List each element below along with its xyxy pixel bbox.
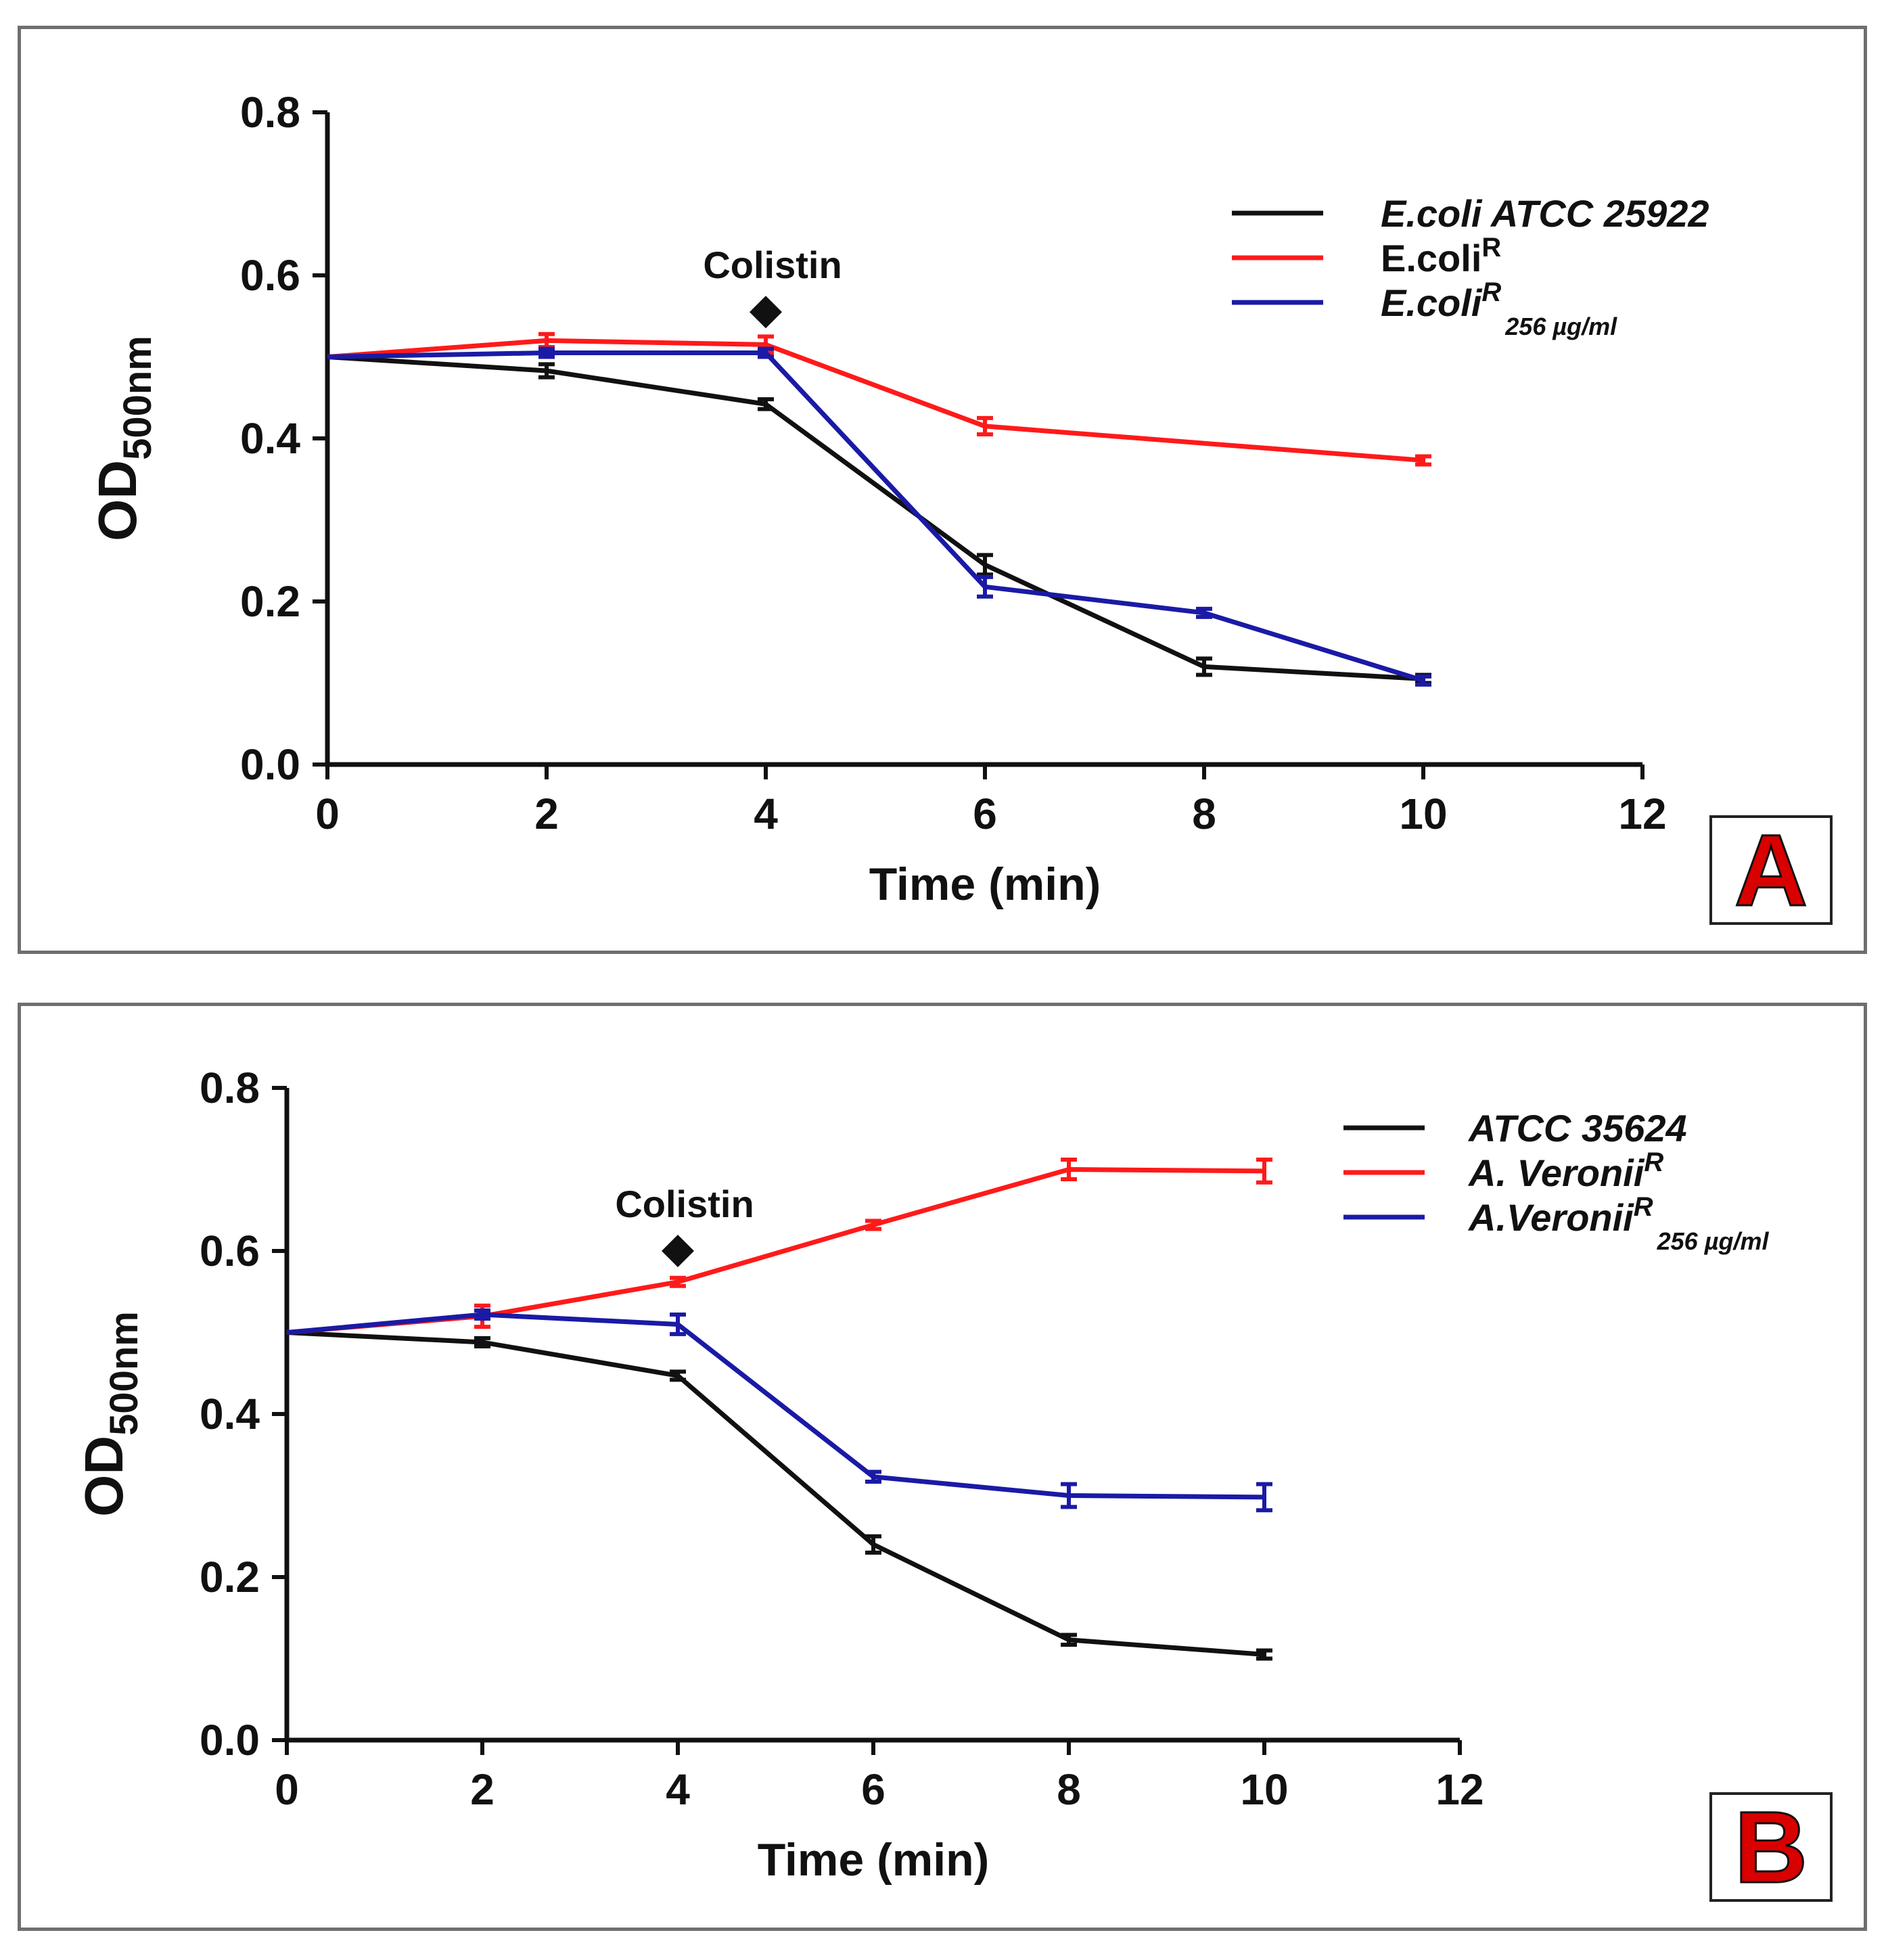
y-axis-title-a: OD500nm (87, 336, 160, 541)
chart-panel-a: 0 2 4 6 8 10 12 0.0 0.2 0.4 0.6 0.8 Time (min) OD500n… (18, 26, 1867, 954)
y-axis-title-b: OD500nm (74, 1311, 146, 1517)
colistin-marker-b (662, 1235, 694, 1267)
x-tick-label-a: 8 (1192, 790, 1216, 838)
series-line-a-black (327, 355, 1424, 681)
y-tick-label-a: 0.6 (240, 251, 300, 300)
x-tick-label-a: 12 (1618, 790, 1666, 838)
panel-label-b: B (1733, 1790, 1808, 1904)
chart-panel-b: 0 2 4 6 8 10 12 0.0 0.2 0.4 0.6 0.8 Time (min) OD500n… (18, 1003, 1867, 1931)
chart-b-svg: 0 2 4 6 8 10 12 0.0 0.2 0.4 0.6 0.8 Time (min) OD500n… (74, 1064, 1769, 1886)
x-tick-label-b: 2 (470, 1765, 495, 1814)
y-tick-label-a: 0.4 (240, 414, 300, 463)
panel-label-box-b: B (1709, 1792, 1833, 1902)
legend-label-b-black: ATCC 35624 (1467, 1107, 1687, 1149)
legend-label-b-red: A. VeroniiR (1467, 1147, 1663, 1194)
x-tick-label-b: 4 (666, 1765, 690, 1814)
series-line-b-black (286, 1330, 1265, 1657)
x-axis-title-a: Time (min) (869, 859, 1101, 910)
x-tick-label-a: 2 (534, 790, 559, 838)
series-line-b-blue (286, 1312, 1265, 1500)
colistin-label-b: Colistin (615, 1183, 754, 1225)
x-tick-label-a: 10 (1399, 790, 1447, 838)
x-tick-label-b: 12 (1435, 1765, 1484, 1814)
x-tick-label-a: 4 (754, 790, 778, 838)
series-line-a-red (327, 338, 1424, 463)
y-tick-label-b: 0.6 (200, 1227, 260, 1275)
legend-label-b-blue: A.VeroniiR256 µg/ml (1467, 1192, 1769, 1255)
y-tick-label-a: 0.0 (240, 740, 300, 789)
x-tick-label-b: 8 (1057, 1765, 1081, 1814)
y-tick-label-a: 0.8 (240, 88, 300, 137)
legend-label-a-black: E.coli ATCC 25922 (1381, 192, 1709, 235)
series-line-b-red (286, 1167, 1265, 1335)
colistin-label-a: Colistin (703, 244, 842, 286)
legend-label-a-red: E.coliR (1381, 233, 1501, 279)
series-line-a-blue (327, 350, 1425, 683)
y-tick-label-b: 0.8 (200, 1064, 260, 1112)
y-tick-label-a: 0.2 (240, 577, 300, 626)
colistin-marker-a (750, 296, 782, 329)
panel-label-box-a: A (1709, 815, 1833, 925)
y-tick-label-b: 0.2 (200, 1553, 260, 1601)
x-tick-label-b: 0 (275, 1765, 299, 1814)
x-tick-label-a: 0 (315, 790, 340, 838)
panel-label-a: A (1733, 813, 1808, 927)
x-tick-label-b: 10 (1240, 1765, 1288, 1814)
x-axis-title-b: Time (min) (758, 1834, 990, 1886)
legend-label-a-blue: E.coliR256 µg/ml (1381, 277, 1617, 340)
y-tick-label-b: 0.0 (200, 1716, 260, 1764)
chart-a-svg: 0 2 4 6 8 10 12 0.0 0.2 0.4 0.6 0.8 Time (min) OD500n… (87, 88, 1709, 910)
x-tick-label-a: 6 (973, 790, 997, 838)
x-tick-label-b: 6 (861, 1765, 886, 1814)
y-tick-label-b: 0.4 (200, 1390, 260, 1438)
